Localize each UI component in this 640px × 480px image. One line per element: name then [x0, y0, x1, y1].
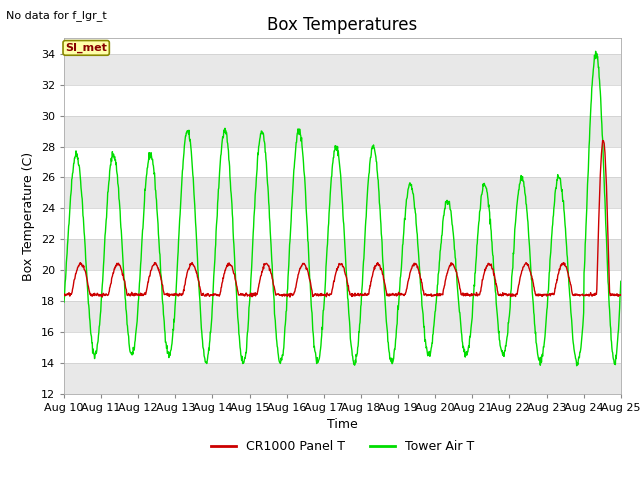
Bar [64, 116, 621, 146]
Bar [64, 239, 621, 270]
Bar [64, 208, 621, 239]
Bar [64, 146, 621, 178]
Bar [64, 85, 621, 116]
Bar [64, 54, 621, 85]
Title: Box Temperatures: Box Temperatures [268, 16, 417, 34]
Y-axis label: Box Temperature (C): Box Temperature (C) [22, 151, 35, 281]
Legend: CR1000 Panel T, Tower Air T: CR1000 Panel T, Tower Air T [206, 435, 479, 458]
Bar [64, 332, 621, 363]
Bar [64, 178, 621, 208]
Text: SI_met: SI_met [65, 43, 107, 53]
Bar [64, 270, 621, 301]
Text: No data for f_lgr_t: No data for f_lgr_t [6, 10, 107, 21]
Bar [64, 301, 621, 332]
X-axis label: Time: Time [327, 418, 358, 431]
Bar [64, 363, 621, 394]
